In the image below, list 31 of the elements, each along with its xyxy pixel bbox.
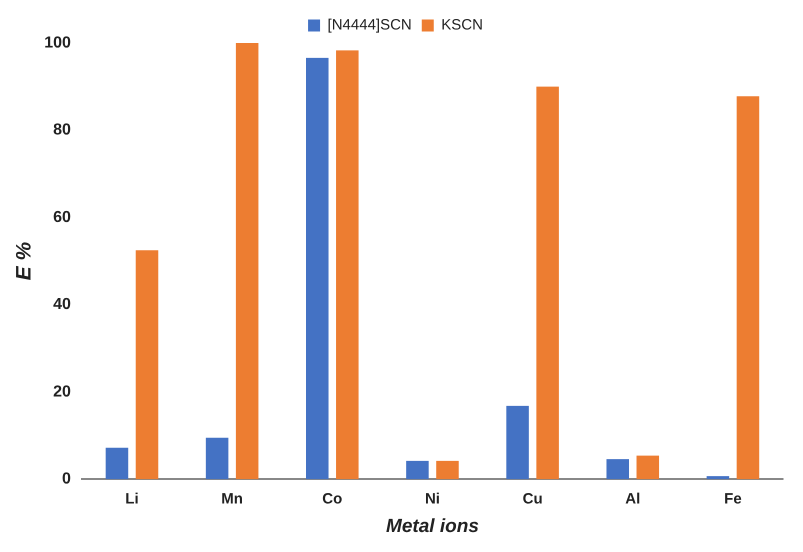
x-tick-label: Co	[322, 490, 342, 508]
x-tick-label: Al	[625, 490, 640, 508]
bar	[306, 58, 329, 480]
x-tick-label: Li	[125, 490, 139, 508]
y-tick-label: 40	[53, 296, 71, 314]
x-tick-label: Ni	[424, 490, 440, 508]
y-tick-label: 0	[62, 470, 71, 488]
bar	[636, 456, 660, 480]
y-tick-label: 100	[44, 34, 71, 52]
bar	[536, 86, 559, 480]
x-tick-label: Mn	[221, 490, 243, 508]
bar	[336, 50, 359, 480]
legend-label: [N4444]SCN	[328, 16, 412, 34]
x-tick-label: Fe	[724, 490, 742, 508]
bar	[706, 476, 730, 480]
y-tick-label: 60	[53, 208, 71, 226]
bar	[406, 460, 429, 480]
x-axis-title: Metal ions	[386, 516, 479, 537]
bar	[136, 250, 158, 480]
bar	[506, 406, 529, 480]
bar	[736, 96, 760, 480]
bar	[106, 448, 128, 480]
bar	[236, 43, 258, 480]
legend-label: KSCN	[441, 16, 483, 34]
bar	[606, 459, 630, 480]
bar	[206, 438, 228, 480]
bar	[436, 460, 459, 480]
x-tick-label: Cu	[522, 490, 543, 508]
y-axis-title: E %	[12, 242, 36, 280]
y-tick-label: 80	[53, 122, 71, 139]
y-tick-label: 20	[53, 383, 71, 400]
